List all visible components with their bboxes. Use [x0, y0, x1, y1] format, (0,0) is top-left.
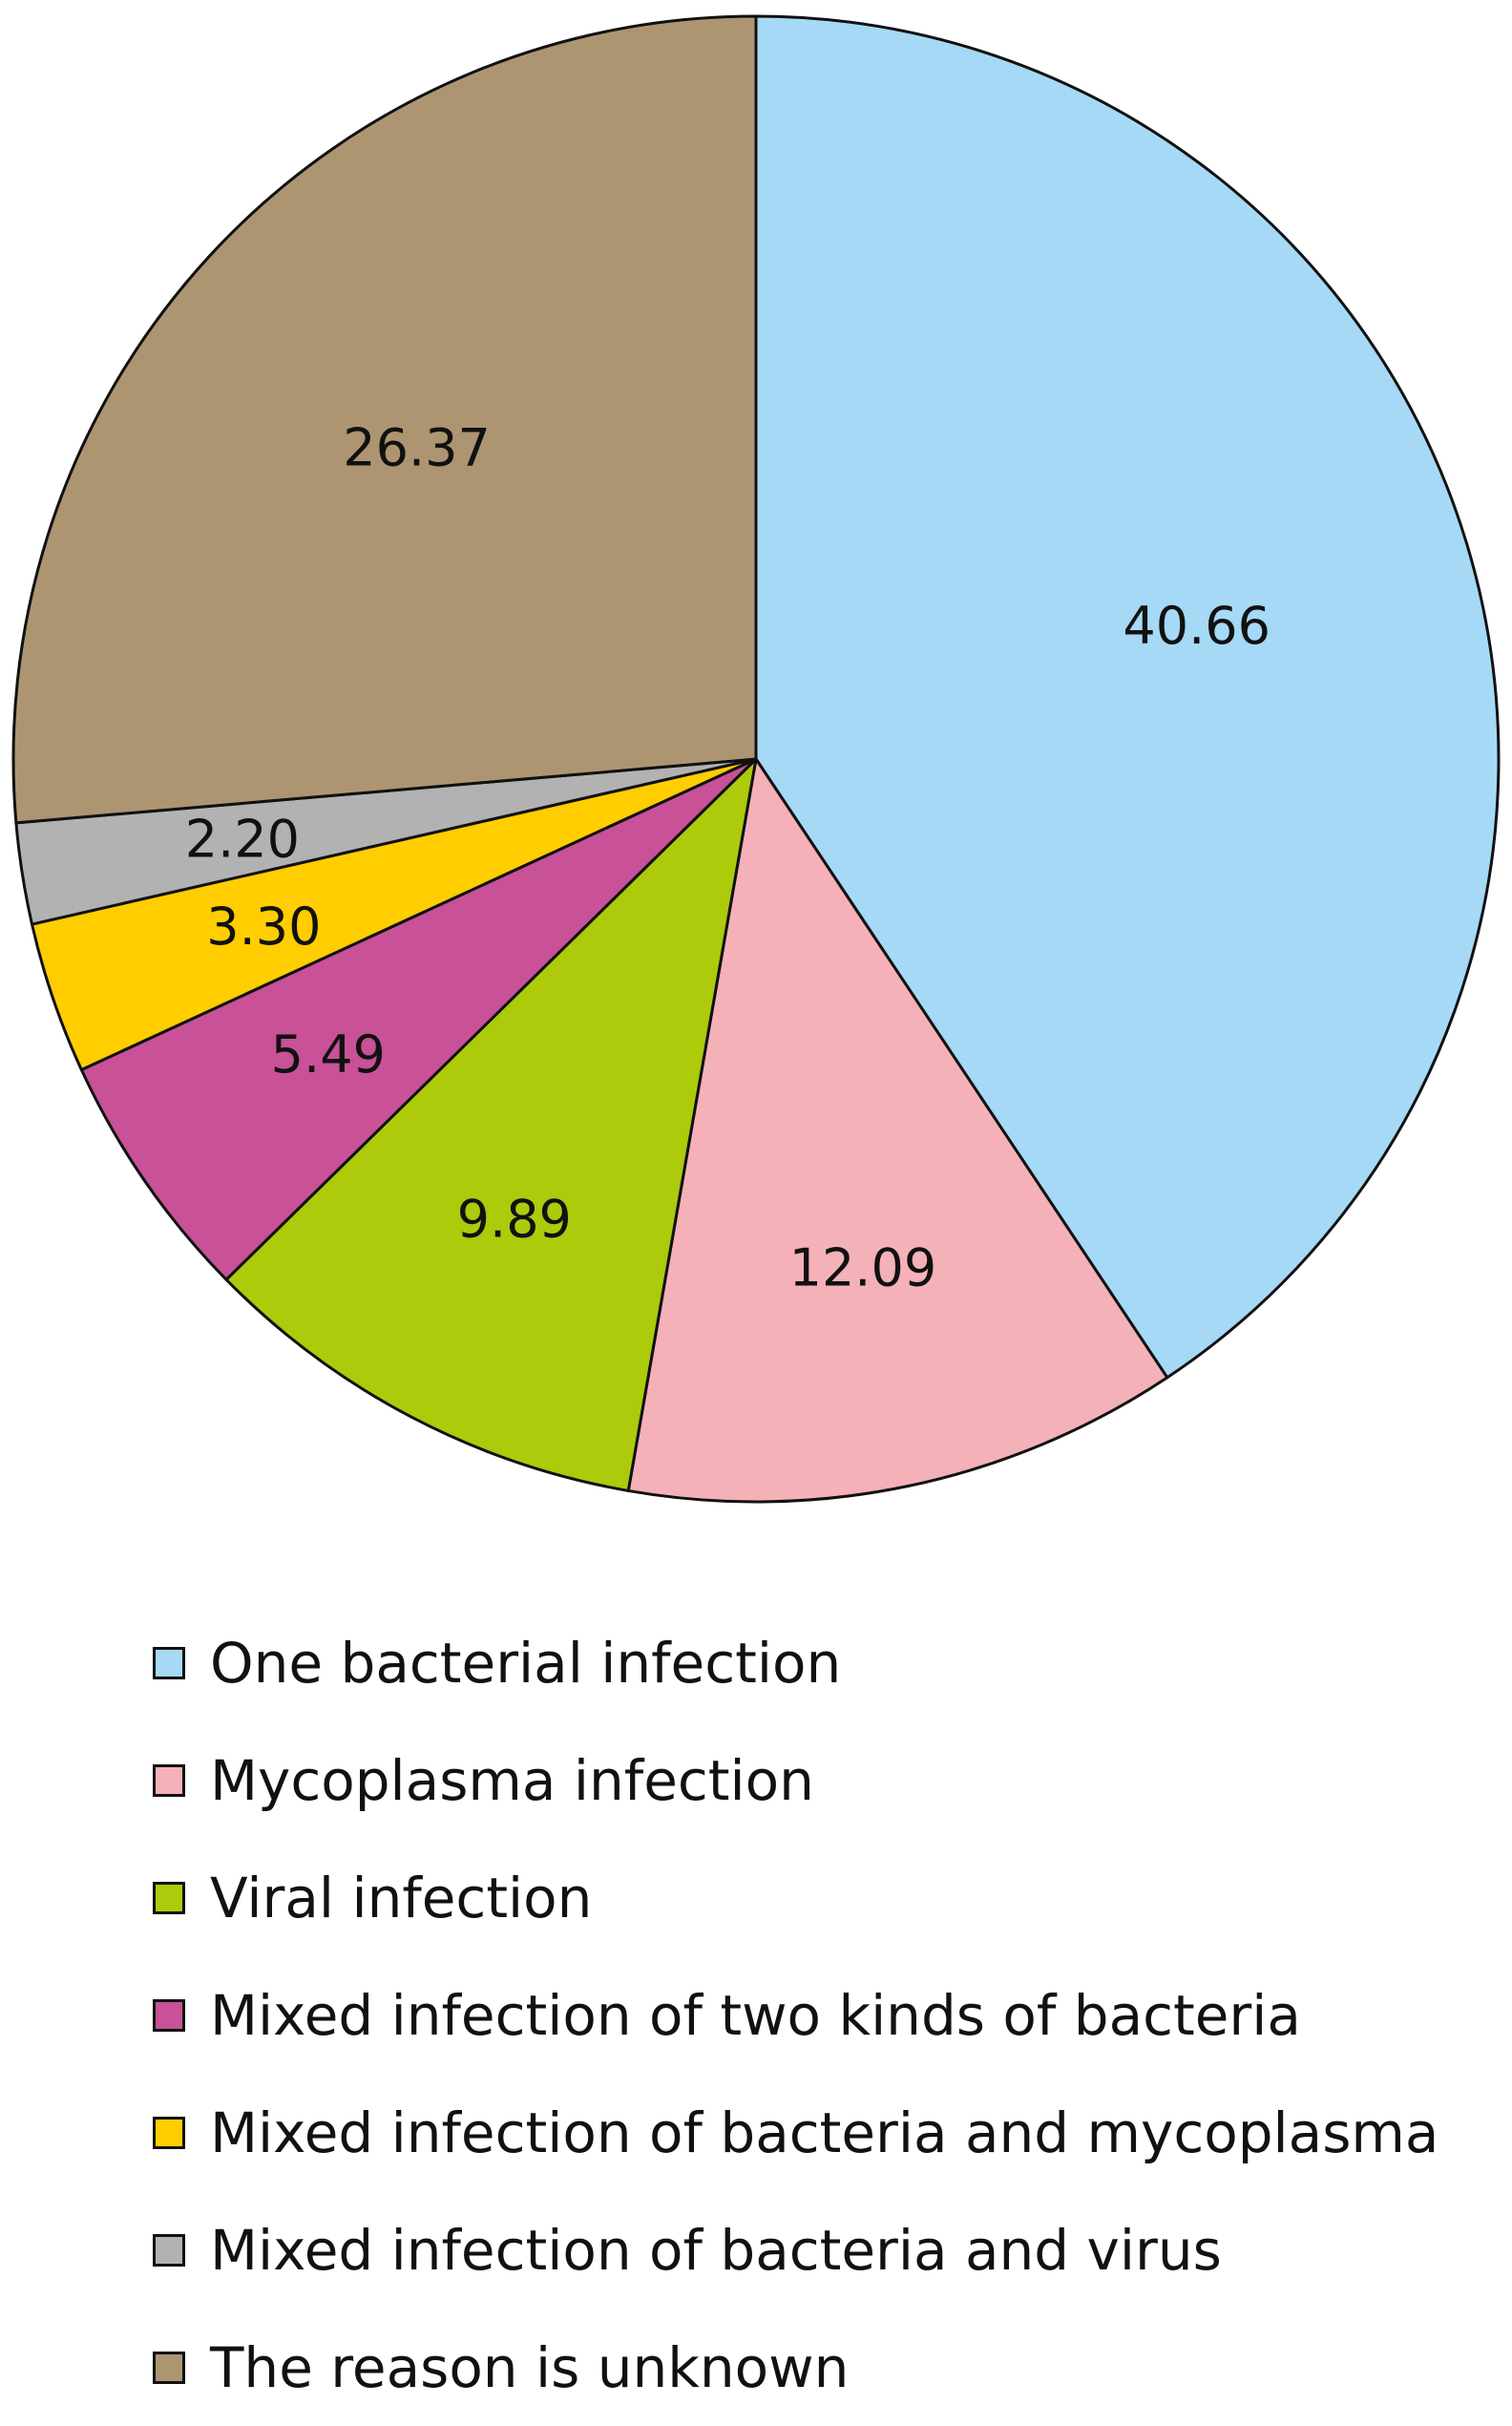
- value-label-mixed-infection-of-bacteria-and-mycoplasma: 3.30: [206, 897, 321, 957]
- legend-item-the-reason-is-unknown: The reason is unknown: [153, 2309, 1489, 2426]
- legend-swatch: [153, 1763, 185, 1797]
- legend-swatch: [153, 1881, 185, 1914]
- legend-label: Mixed infection of two kinds of bacteria: [210, 1982, 1301, 2048]
- value-label-viral-infection: 9.89: [457, 1190, 572, 1250]
- legend-item-one-bacterial-infection: One bacterial infection: [153, 1604, 1489, 1721]
- legend-swatch: [153, 2233, 185, 2267]
- legend-label: The reason is unknown: [210, 2334, 850, 2400]
- legend-label: Mixed infection of bacteria and mycoplas…: [210, 2099, 1439, 2165]
- pie-slice-the-reason-is-unknown: [11, 14, 758, 825]
- legend-label: Viral infection: [210, 1865, 593, 1930]
- pie-slice-mycoplasma-infection: [626, 757, 1169, 1504]
- legend-item-mycoplasma-infection: Mycoplasma infection: [153, 1721, 1489, 1839]
- value-label-mixed-infection-of-bacteria-and-virus: 2.20: [185, 810, 300, 870]
- legend-item-viral-infection: Viral infection: [153, 1839, 1489, 1956]
- pie-slice-mixed-infection-of-two-kinds-of-bacteria: [79, 757, 758, 1281]
- legend-swatch: [153, 2116, 185, 2149]
- legend: One bacterial infection Mycoplasma infect…: [153, 1604, 1489, 2426]
- legend-swatch: [153, 2351, 185, 2384]
- legend-item-mixed-infection-of-two-kinds-of-bacteria: Mixed infection of two kinds of bacteria: [153, 1956, 1489, 2074]
- value-label-mycoplasma-infection: 12.09: [789, 1238, 937, 1298]
- value-label-the-reason-is-unknown: 26.37: [343, 417, 491, 477]
- value-label-one-bacterial-infection: 40.66: [1123, 596, 1270, 656]
- legend-label: Mixed infection of bacteria and virus: [210, 2217, 1222, 2283]
- pie-value-labels: 40.66 12.09 9.89 5.49 3.30 2.20 26.37: [185, 417, 1270, 1297]
- legend-label: One bacterial infection: [210, 1630, 842, 1696]
- legend-swatch: [153, 1646, 185, 1679]
- legend-swatch: [153, 1998, 185, 2032]
- pie-slices: [11, 14, 1501, 1504]
- legend-item-mixed-infection-of-bacteria-and-mycoplasma: Mixed infection of bacteria and mycoplas…: [153, 2074, 1489, 2191]
- pie-slice-viral-infection: [224, 757, 758, 1492]
- legend-label: Mycoplasma infection: [210, 1747, 814, 1813]
- pie-chart: 40.66 12.09 9.89 5.49 3.30 2.20 26.37: [11, 14, 1501, 1504]
- legend-item-mixed-infection-of-bacteria-and-virus: Mixed infection of bacteria and virus: [153, 2191, 1489, 2309]
- value-label-mixed-infection-of-two-kinds-of-bacteria: 5.49: [271, 1024, 386, 1085]
